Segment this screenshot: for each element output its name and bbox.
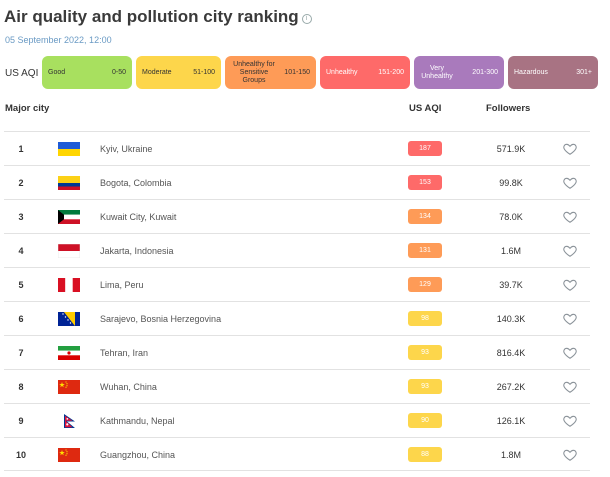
rank-number: 3 [18, 212, 24, 222]
aqi-badge: 129 [408, 277, 442, 292]
aqi-badge: 98 [408, 311, 442, 326]
table-row[interactable]: 4 Jakarta, Indonesia 131 1.6M [4, 233, 590, 267]
aqi-legend: Good 0-50 Moderate 51-100 Unhealthy for Sens… [42, 56, 598, 89]
city-name[interactable]: Kyiv, Ukraine [100, 144, 153, 154]
heart-icon[interactable] [563, 142, 577, 156]
table-row[interactable]: 2 Bogota, Colombia 153 99.8K [4, 165, 590, 199]
ukraine-flag-icon [58, 142, 80, 156]
legend-chip-unhealthy: Unhealthy 151-200 [320, 56, 410, 89]
legend-chip-name: Unhealthy [326, 68, 358, 76]
followers-count: 39.7K [499, 280, 523, 290]
followers-count: 571.9K [496, 144, 526, 154]
rank-number: 6 [18, 314, 24, 324]
china-flag-icon [58, 380, 80, 394]
rank-number: 9 [18, 416, 24, 426]
heart-icon[interactable] [563, 346, 577, 360]
table-row[interactable]: 9 Kathmandu, Nepal 90 126.1K [4, 403, 590, 437]
timestamp: 05 September 2022, 12:00 [5, 35, 112, 45]
rank-number: 4 [18, 246, 24, 256]
rank-number: 10 [15, 450, 26, 460]
legend-chip-name: Very Unhealthy [421, 64, 453, 80]
legend-chip-hazardous: Hazardous 301+ [508, 56, 598, 89]
legend-chip-range: 151-200 [378, 69, 404, 76]
followers-count: 267.2K [496, 382, 526, 392]
table-row[interactable]: 6 Sarajevo, Bosnia Herzegovina 98 140.3K [4, 301, 590, 335]
legend-chip-very-unhealthy: Very Unhealthy 201-300 [414, 56, 504, 89]
legend-chip-range: 51-100 [193, 69, 215, 76]
legend-chip-unhealthy-for-sensitive-groups: Unhealthy for Sensitive Groups 101-150 [225, 56, 316, 89]
china-flag-icon [58, 448, 80, 462]
city-name[interactable]: Tehran, Iran [100, 348, 149, 358]
colombia-flag-icon [58, 176, 80, 190]
legend-chip-good: Good 0-50 [42, 56, 132, 89]
table-row[interactable]: 5 Lima, Peru 129 39.7K [4, 267, 590, 301]
city-name[interactable]: Guangzhou, China [100, 450, 176, 460]
city-name[interactable]: Kathmandu, Nepal [100, 416, 175, 426]
legend-chip-range: 201-300 [472, 69, 498, 76]
rank-number: 1 [18, 144, 24, 154]
rank-number: 5 [18, 280, 24, 290]
rank-number: 7 [18, 348, 24, 358]
followers-count: 140.3K [496, 314, 526, 324]
table-row[interactable]: 1 Kyiv, Ukraine 187 571.9K [4, 131, 590, 165]
column-header-followers: Followers [486, 103, 531, 114]
legend-chip-name: Good [48, 68, 66, 76]
aqi-badge: 88 [408, 447, 442, 462]
followers-count: 1.8M [500, 450, 521, 460]
aqi-badge: 187 [408, 141, 442, 156]
city-name[interactable]: Kuwait City, Kuwait [100, 212, 177, 222]
heart-icon[interactable] [563, 414, 577, 428]
nepal-flag-icon [58, 414, 80, 428]
page-title: Air quality and pollution city ranking [4, 7, 299, 26]
heart-icon[interactable] [563, 210, 577, 224]
legend-chip-name: Hazardous [514, 68, 548, 76]
aqi-badge: 93 [408, 379, 442, 394]
legend-chip-range: 0-50 [111, 69, 126, 76]
aqi-badge: 153 [408, 175, 442, 190]
rank-number: 2 [18, 178, 24, 188]
legend-chip-moderate: Moderate 51-100 [136, 56, 221, 89]
table-row[interactable]: 7 Tehran, Iran 93 816.4K [4, 335, 590, 369]
rank-number: 8 [18, 382, 24, 392]
heart-icon[interactable] [563, 380, 577, 394]
legend-chip-name: Unhealthy for Sensitive Groups [233, 60, 275, 84]
city-name[interactable]: Jakarta, Indonesia [100, 246, 174, 256]
followers-count: 99.8K [499, 178, 523, 188]
legend-label: US AQI [5, 68, 39, 79]
legend-chip-name: Moderate [142, 68, 172, 76]
table-row[interactable]: 3 Kuwait City, Kuwait 134 78.0K [4, 199, 590, 233]
bosnia-flag-icon [58, 312, 80, 326]
aqi-badge: 131 [408, 243, 442, 258]
heart-icon[interactable] [563, 244, 577, 258]
column-header-aqi: US AQI [409, 103, 442, 114]
indonesia-flag-icon [57, 243, 81, 259]
table-row[interactable]: 8 Wuhan, China 93 267.2K [4, 369, 590, 403]
legend-chip-range: 301+ [576, 69, 592, 76]
iran-flag-icon [58, 346, 80, 360]
city-name[interactable]: Wuhan, China [100, 382, 157, 392]
ranking-table: 1 Kyiv, Ukraine 187 571.9K 2 Bogota, Colombia… [4, 131, 590, 471]
heart-icon[interactable] [563, 312, 577, 326]
city-name[interactable]: Lima, Peru [100, 280, 144, 290]
title-row: Air quality and pollution city ranking i [4, 7, 312, 27]
table-row[interactable]: 10 Guangzhou, China 88 1.8M [4, 437, 590, 471]
aqi-badge: 93 [408, 345, 442, 360]
followers-count: 1.6M [500, 246, 521, 256]
heart-icon[interactable] [563, 278, 577, 292]
followers-count: 78.0K [499, 212, 523, 222]
peru-flag-icon [58, 278, 80, 292]
heart-icon[interactable] [563, 176, 577, 190]
heart-icon[interactable] [563, 448, 577, 462]
followers-count: 126.1K [496, 416, 526, 426]
city-name[interactable]: Bogota, Colombia [100, 178, 172, 188]
legend-chip-range: 101-150 [284, 69, 310, 76]
info-icon[interactable]: i [301, 13, 312, 24]
followers-count: 816.4K [496, 348, 526, 358]
kuwait-flag-icon [58, 210, 80, 224]
aqi-badge: 90 [408, 413, 442, 428]
aqi-badge: 134 [408, 209, 442, 224]
column-header-city: Major city [5, 103, 50, 114]
city-name[interactable]: Sarajevo, Bosnia Herzegovina [100, 314, 222, 324]
